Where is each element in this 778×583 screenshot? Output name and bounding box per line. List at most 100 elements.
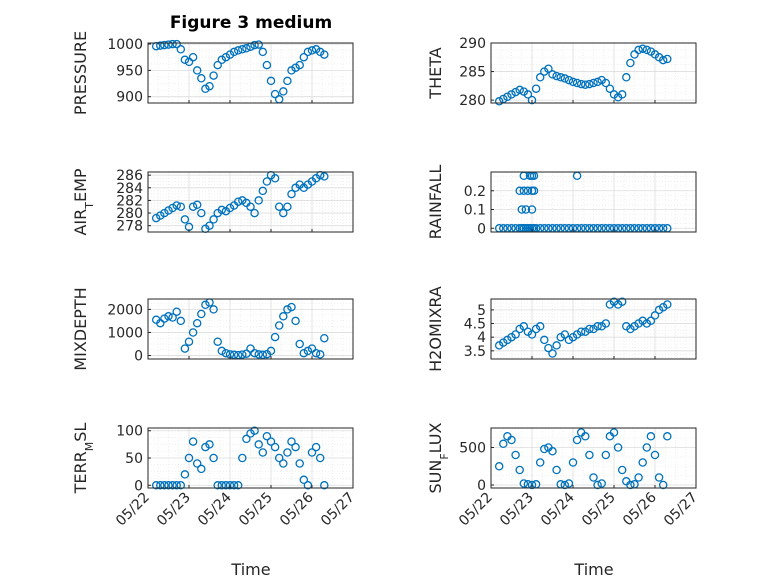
data-point: [576, 327, 586, 336]
data-point: [254, 350, 263, 359]
data-point: [552, 465, 561, 475]
data-point: [663, 54, 672, 64]
data-point: [564, 479, 574, 488]
data-point: [242, 44, 251, 53]
data-point: [650, 311, 660, 320]
data-point: [650, 450, 660, 460]
axes-box: [147, 171, 354, 233]
data-point: [229, 47, 239, 57]
data-point: [184, 453, 194, 463]
data-point: [221, 348, 231, 358]
data-markers: [151, 170, 329, 234]
data-point: [250, 208, 259, 218]
data-point: [548, 447, 557, 456]
data-point: [638, 458, 647, 467]
data-point: [205, 221, 214, 230]
data-point: [262, 431, 272, 441]
data-markers: [151, 39, 329, 104]
data-point: [242, 349, 251, 358]
data-point: [213, 481, 222, 490]
data-point: [523, 90, 533, 99]
data-point: [568, 77, 578, 87]
data-point: [544, 64, 553, 73]
data-point: [287, 302, 296, 312]
data-point: [266, 346, 276, 356]
data-point: [527, 205, 537, 214]
data-point: [262, 177, 272, 186]
data-point: [156, 481, 165, 490]
data-point: [568, 458, 578, 467]
data-point: [291, 442, 300, 452]
data-point: [164, 481, 173, 490]
data-point: [254, 40, 263, 49]
data-point: [572, 78, 582, 88]
data-point: [287, 189, 296, 199]
data-point: [617, 465, 627, 475]
data-point: [581, 432, 590, 441]
data-point: [291, 316, 300, 326]
data-point: [270, 174, 280, 183]
minor-grid: [490, 428, 697, 488]
data-point: [494, 462, 504, 471]
data-point: [250, 40, 259, 50]
data-point: [197, 464, 206, 474]
y-tick-label: 284: [116, 181, 143, 197]
data-point: [274, 202, 284, 211]
data-point: [585, 324, 594, 334]
data-point: [552, 341, 561, 350]
data-point: [172, 201, 181, 210]
data-point: [303, 47, 313, 57]
y-tick-label: 950: [116, 63, 143, 79]
axes-box: [490, 171, 697, 233]
data-point: [515, 186, 524, 196]
y-tick-label: 282: [116, 193, 143, 209]
data-point: [258, 186, 268, 196]
data-point: [258, 350, 268, 360]
figure-title: Figure 3 medium: [170, 13, 332, 33]
data-point: [172, 39, 181, 49]
data-markers: [494, 428, 672, 490]
data-point: [246, 202, 255, 211]
subplot-mixdepth: 0 1000 2000 MIXDEPTH: [71, 287, 354, 371]
data-point: [188, 437, 198, 446]
data-point: [556, 73, 565, 82]
data-point: [197, 309, 206, 319]
data-point: [507, 435, 516, 445]
data-point: [180, 55, 190, 65]
data-point: [176, 316, 186, 326]
data-point: [589, 78, 598, 88]
data-point: [233, 46, 243, 55]
data-point: [511, 450, 520, 460]
data-point: [287, 437, 296, 446]
data-point: [217, 205, 227, 215]
data-point: [626, 480, 635, 490]
data-point: [172, 307, 181, 316]
data-point: [209, 71, 218, 80]
data-point: [529, 186, 539, 196]
data-point: [172, 481, 181, 490]
data-point: [658, 55, 668, 65]
data-point: [192, 66, 202, 75]
data-point: [283, 305, 292, 314]
y-axis-label: THETA: [426, 47, 445, 99]
data-point: [663, 300, 672, 309]
data-point: [521, 205, 531, 214]
y-tick-label: 3.5: [464, 344, 486, 360]
y-tick-label: 1000: [107, 325, 143, 341]
data-point: [279, 459, 288, 468]
data-point: [535, 458, 545, 467]
data-point: [638, 44, 647, 53]
data-point: [160, 40, 169, 50]
data-point: [192, 318, 202, 328]
data-point: [283, 202, 292, 211]
data-point: [527, 480, 537, 490]
data-point: [233, 481, 243, 490]
data-point: [270, 442, 280, 452]
data-point: [176, 45, 186, 54]
data-point: [274, 453, 284, 463]
y-axis-label: MIXDEPTH: [71, 287, 90, 370]
data-point: [609, 428, 619, 437]
data-point: [560, 74, 570, 83]
data-point: [601, 319, 611, 328]
